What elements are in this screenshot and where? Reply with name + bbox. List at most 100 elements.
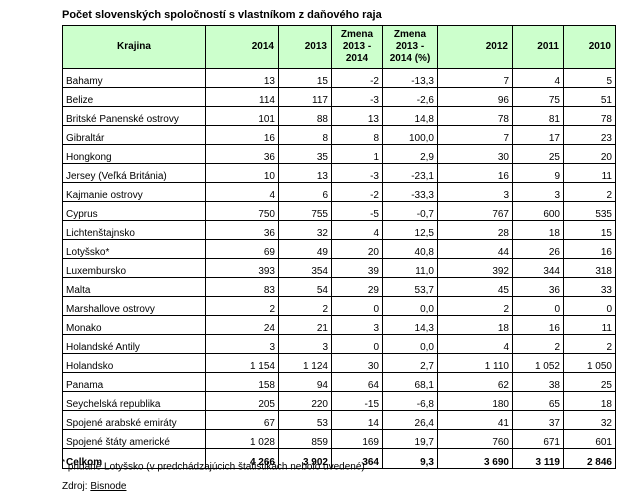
value-cell: 1 124 — [278, 353, 332, 373]
value-cell: -15 — [331, 391, 383, 411]
value-cell: 44 — [437, 239, 513, 259]
header-country: Krajina — [62, 25, 206, 69]
value-cell: 11 — [563, 163, 616, 183]
value-cell: 53,7 — [382, 277, 438, 297]
header-change-percent: Zmena 2013 - 2014 (%) — [382, 25, 438, 69]
footnote: * pridané Lotyšsko (v predchádzajúcich š… — [62, 458, 365, 472]
value-cell: 14,8 — [382, 106, 438, 126]
value-cell: -2 — [331, 182, 383, 202]
value-cell: 13 — [278, 163, 332, 183]
value-cell: 37 — [512, 410, 564, 430]
value-cell: 28 — [437, 220, 513, 240]
value-cell: 35 — [278, 144, 332, 164]
value-cell: 220 — [278, 391, 332, 411]
value-cell: 75 — [512, 87, 564, 107]
header-change: Zmena 2013 - 2014 — [331, 25, 383, 69]
value-cell: 158 — [205, 372, 279, 392]
country-cell: Panama — [62, 372, 206, 392]
value-cell: 601 — [563, 429, 616, 449]
value-cell: 767 — [437, 201, 513, 221]
value-cell: -3 — [331, 87, 383, 107]
value-cell: 88 — [278, 106, 332, 126]
country-cell: Lichtenštajnsko — [62, 220, 206, 240]
value-cell: 1 — [331, 144, 383, 164]
value-cell: 12,5 — [382, 220, 438, 240]
table-row: Lotyšsko* 69 49 20 40,8 44 26 16 — [62, 239, 616, 259]
value-cell: 51 — [563, 87, 616, 107]
total-label: Celkom — [62, 448, 206, 469]
value-cell: 10 — [205, 163, 279, 183]
value-cell: 392 — [437, 258, 513, 278]
value-cell: 205 — [205, 391, 279, 411]
value-cell: 26 — [512, 239, 564, 259]
value-cell: 8 — [278, 125, 332, 145]
value-cell: 32 — [563, 410, 616, 430]
value-cell: 53 — [278, 410, 332, 430]
value-cell: 755 — [278, 201, 332, 221]
value-cell: 2 — [278, 296, 332, 316]
value-cell: 3 — [512, 182, 564, 202]
table-row: Holandsko 1 154 1 124 30 2,7 1 110 1 052 1 050 — [62, 353, 616, 373]
value-cell: 600 — [512, 201, 564, 221]
value-cell: 169 — [331, 429, 383, 449]
value-cell: 7 — [437, 125, 513, 145]
value-cell: 16 — [205, 125, 279, 145]
value-cell: 78 — [437, 106, 513, 126]
value-cell: 18 — [437, 315, 513, 335]
country-cell: Belize — [62, 87, 206, 107]
value-cell: 4 — [512, 68, 564, 88]
value-cell: 344 — [512, 258, 564, 278]
value-cell: 750 — [205, 201, 279, 221]
value-cell: 45 — [437, 277, 513, 297]
value-cell: -6,8 — [382, 391, 438, 411]
value-cell: 4 — [205, 182, 279, 202]
value-cell: 23 — [563, 125, 616, 145]
country-cell: Spojené arabské emiráty — [62, 410, 206, 430]
value-cell: 49 — [278, 239, 332, 259]
value-cell: 11,0 — [382, 258, 438, 278]
value-cell: 2,7 — [382, 353, 438, 373]
value-cell: 24 — [205, 315, 279, 335]
total-cell: 364 — [331, 448, 383, 469]
value-cell: 65 — [512, 391, 564, 411]
value-cell: -2,6 — [382, 87, 438, 107]
header-2011: 2011 — [512, 25, 564, 69]
country-cell: Monako — [62, 315, 206, 335]
table-row: Panama 158 94 64 68,1 62 38 25 — [62, 372, 616, 392]
value-cell: 14 — [331, 410, 383, 430]
value-cell: 81 — [512, 106, 564, 126]
value-cell: 29 — [331, 277, 383, 297]
table-row: Lichtenštajnsko 36 32 4 12,5 28 18 15 — [62, 220, 616, 240]
value-cell: 180 — [437, 391, 513, 411]
value-cell: 5 — [563, 68, 616, 88]
value-cell: 38 — [512, 372, 564, 392]
value-cell: 393 — [205, 258, 279, 278]
value-cell: 859 — [278, 429, 332, 449]
value-cell: 17 — [512, 125, 564, 145]
total-cell: 3 119 — [512, 448, 564, 469]
value-cell: 33 — [563, 277, 616, 297]
value-cell: 0 — [563, 296, 616, 316]
value-cell: 62 — [437, 372, 513, 392]
value-cell: 4 — [437, 334, 513, 354]
value-cell: 36 — [512, 277, 564, 297]
total-cell: 2 846 — [563, 448, 616, 469]
value-cell: 3 — [437, 182, 513, 202]
value-cell: -0,7 — [382, 201, 438, 221]
header-row: Krajina 2014 2013 Zmena 2013 - 2014 Zmen… — [62, 25, 616, 69]
table-row: Bahamy 13 15 -2 -13,3 7 4 5 — [62, 68, 616, 88]
value-cell: 78 — [563, 106, 616, 126]
value-cell: 96 — [437, 87, 513, 107]
country-cell: Marshallove ostrovy — [62, 296, 206, 316]
value-cell: 69 — [205, 239, 279, 259]
value-cell: 15 — [278, 68, 332, 88]
header-2010: 2010 — [563, 25, 616, 69]
value-cell: 3 — [331, 315, 383, 335]
value-cell: -23,1 — [382, 163, 438, 183]
country-cell: Hongkong — [62, 144, 206, 164]
table-row: Britské Panenské ostrovy 101 88 13 14,8 78 81 7… — [62, 106, 616, 126]
country-cell: Gibraltár — [62, 125, 206, 145]
value-cell: 9 — [512, 163, 564, 183]
header-2012: 2012 — [437, 25, 513, 69]
total-cell: 4 266 — [205, 448, 279, 469]
